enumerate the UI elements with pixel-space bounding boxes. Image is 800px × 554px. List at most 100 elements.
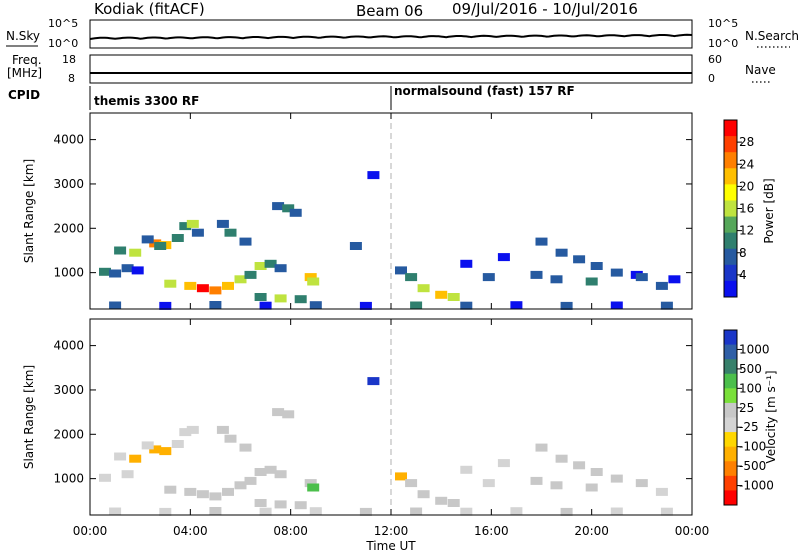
nsky-tick-high: 10^5 bbox=[48, 17, 78, 30]
colorbar-segment bbox=[724, 216, 737, 234]
velocity-scatter bbox=[99, 377, 673, 516]
scatter-point bbox=[497, 253, 510, 262]
xaxis-label: Time UT bbox=[365, 539, 416, 553]
date-range: 09/Jul/2016 - 10/Jul/2016 bbox=[452, 0, 638, 18]
colorbar-segment bbox=[724, 490, 737, 506]
scatter-point bbox=[660, 507, 673, 516]
colorbar-tick-label: 1000 bbox=[739, 342, 770, 356]
y-tick-label: 3000 bbox=[53, 383, 84, 397]
beam-label: Beam 06 bbox=[356, 2, 423, 20]
scatter-point bbox=[655, 487, 668, 496]
scatter-point bbox=[555, 248, 568, 257]
colorbar-segment bbox=[724, 280, 737, 298]
scatter-point bbox=[114, 246, 127, 255]
colorbar-segment bbox=[724, 200, 737, 218]
scatter-point bbox=[535, 237, 548, 246]
scatter-point bbox=[244, 270, 257, 279]
scatter-point bbox=[395, 472, 407, 481]
colorbar-tick-label: 12 bbox=[739, 224, 754, 238]
scatter-point bbox=[109, 301, 122, 310]
cpid-segment-2: normalsound (fast) 157 RF bbox=[394, 84, 575, 98]
nsky-label: N.Sky bbox=[6, 29, 40, 43]
nsearch-label: N.Search bbox=[745, 29, 799, 43]
velocity-panel-frame bbox=[89, 318, 693, 516]
freq-tick-low: 8 bbox=[68, 72, 75, 85]
scatter-point bbox=[272, 202, 285, 211]
colorbar-segment bbox=[724, 359, 737, 375]
scatter-point bbox=[254, 468, 267, 476]
scatter-point bbox=[141, 235, 154, 244]
scatter-point bbox=[259, 507, 272, 516]
colorbar-tick-label: 24 bbox=[739, 157, 754, 171]
freq-panel-frame bbox=[89, 54, 693, 84]
scatter-point bbox=[186, 219, 199, 228]
colorbar-segment bbox=[724, 461, 737, 477]
scatter-point bbox=[159, 447, 172, 456]
scatter-point bbox=[239, 443, 252, 452]
scatter-point bbox=[550, 481, 563, 490]
scatter-point bbox=[274, 470, 287, 479]
scatter-point bbox=[209, 286, 222, 295]
colorbar-segment bbox=[724, 388, 737, 404]
scatter-point bbox=[435, 290, 448, 299]
y-tick-label: 2000 bbox=[53, 427, 84, 441]
colorbar-segment bbox=[724, 446, 737, 462]
y-tick-label: 4000 bbox=[53, 339, 84, 353]
scatter-point bbox=[585, 277, 598, 286]
scatter-point bbox=[497, 459, 510, 468]
scatter-point bbox=[289, 208, 302, 217]
colorbar-segment bbox=[724, 417, 737, 433]
nsky-line bbox=[89, 33, 693, 40]
power-colorbar-label: Power [dB] bbox=[762, 178, 776, 243]
power-panel-frame bbox=[89, 112, 693, 310]
scatter-point bbox=[573, 461, 586, 470]
colorbar-segment bbox=[724, 475, 737, 491]
scatter-point bbox=[129, 454, 142, 463]
scatter-point bbox=[660, 301, 673, 310]
scatter-point bbox=[417, 490, 430, 499]
scatter-point bbox=[550, 275, 563, 284]
scatter-point bbox=[259, 301, 272, 310]
colorbar-frame bbox=[723, 329, 738, 506]
scatter-point bbox=[164, 279, 177, 288]
colorbar-segment bbox=[724, 432, 737, 448]
scatter-point bbox=[141, 441, 154, 450]
scatter-point bbox=[222, 281, 234, 290]
scatter-point bbox=[635, 479, 648, 488]
colorbar-tick-label: 25 bbox=[739, 401, 754, 415]
nsearch-tick-low: 10^0 bbox=[708, 37, 738, 50]
nave-tick-low: 0 bbox=[708, 72, 715, 85]
scatter-point bbox=[304, 479, 317, 488]
scatter-point bbox=[272, 408, 285, 417]
noise-trace bbox=[89, 33, 693, 40]
y-tick-label: 1000 bbox=[53, 472, 84, 486]
colorbar-tick-label: 500 bbox=[739, 362, 762, 376]
scatter-point bbox=[171, 440, 184, 448]
scatter-point bbox=[590, 262, 603, 270]
freq-label-2: [MHz] bbox=[7, 66, 42, 80]
scatter-point bbox=[555, 454, 568, 463]
scatter-point bbox=[209, 492, 222, 501]
scatter-point bbox=[367, 377, 380, 386]
y-tick-label: 4000 bbox=[53, 133, 84, 147]
scatter-point bbox=[349, 242, 362, 250]
scatter-point bbox=[447, 499, 460, 507]
colorbar-tick-label: 20 bbox=[739, 179, 754, 193]
colorbar-tick-label: 100 bbox=[739, 381, 762, 395]
scatter-point bbox=[186, 425, 199, 434]
scatter-point bbox=[307, 277, 320, 286]
x-tick-label: 20:00 bbox=[574, 524, 609, 538]
scatter-point bbox=[573, 255, 586, 264]
colorbar-segment bbox=[724, 248, 737, 266]
colorbar-segment bbox=[724, 184, 737, 201]
scatter-point bbox=[154, 242, 167, 250]
scatter-point bbox=[510, 507, 523, 516]
colorbar-segment bbox=[724, 373, 737, 389]
scatter-point bbox=[159, 301, 172, 310]
scatter-point bbox=[159, 507, 172, 516]
scatter-point bbox=[196, 490, 209, 499]
scatter-point bbox=[224, 434, 237, 443]
scatter-point bbox=[274, 294, 287, 303]
velocity-colorbar-label: Velocity [m s⁻¹] bbox=[764, 370, 778, 463]
